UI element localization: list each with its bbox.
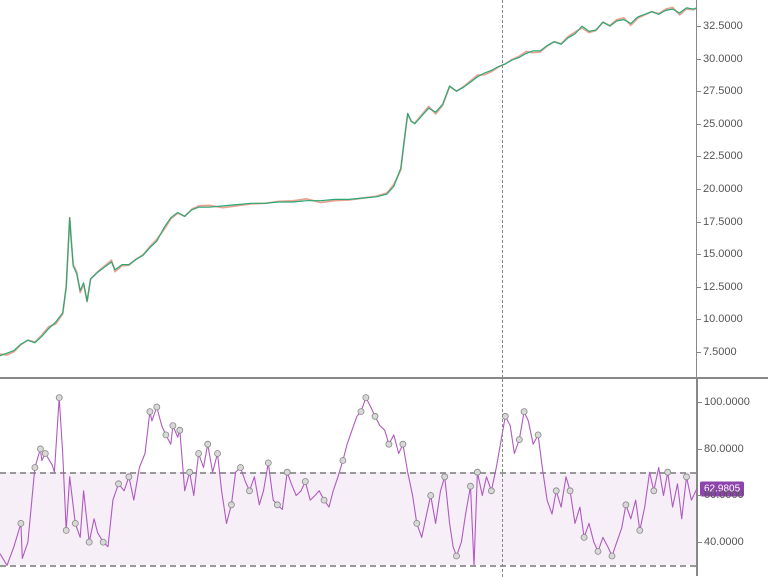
price-tick-label: 7.5000	[703, 346, 737, 358]
price-tick-label: 10.0000	[703, 313, 743, 325]
osc-tick-label: 80.0000	[704, 443, 744, 455]
price-tick-label: 25.0000	[703, 118, 743, 130]
osc-tick-mark	[697, 495, 702, 496]
osc-tick-label: 100.0000	[704, 396, 750, 408]
price-tick-mark	[696, 189, 701, 190]
price-tick-label: 30.0000	[703, 53, 743, 65]
price-tick-label: 20.0000	[703, 183, 743, 195]
price-tick-label: 32.5000	[703, 20, 743, 32]
trading-chart-container: 7.5000 10.0000 12.5000 15.0000 17.5000 20.000…	[0, 0, 768, 576]
osc-tick-mark	[697, 402, 702, 403]
oscillator-panel[interactable]	[0, 378, 697, 576]
osc-tick-label: 40.0000	[704, 536, 744, 548]
osc-tick-mark	[697, 449, 702, 450]
price-tick-mark	[696, 156, 701, 157]
price-tick-mark	[696, 222, 701, 223]
price-tick-mark	[696, 319, 701, 320]
crosshair-vertical-osc	[502, 379, 503, 577]
oscillator-y-axis: 62.9805 40.000060.000080.0000100.0000	[697, 378, 768, 576]
price-tick-mark	[696, 26, 701, 27]
price-tick-mark	[696, 352, 701, 353]
price-tick-mark	[696, 59, 701, 60]
price-tick-label: 17.5000	[703, 216, 743, 228]
osc-tick-mark	[697, 542, 702, 543]
price-tick-mark	[696, 91, 701, 92]
price-tick-label: 22.5000	[703, 150, 743, 162]
price-line-svg	[0, 0, 697, 378]
price-tick-label: 12.5000	[703, 281, 743, 293]
price-y-axis: 7.5000 10.0000 12.5000 15.0000 17.5000 20.000…	[697, 0, 768, 378]
price-tick-label: 27.5000	[703, 85, 743, 97]
price-tick-mark	[696, 124, 701, 125]
price-tick-label: 15.0000	[703, 248, 743, 260]
osc-tick-label: 60.0000	[704, 489, 744, 501]
oscillator-line-svg	[0, 379, 697, 577]
crosshair-vertical-price	[502, 0, 503, 378]
price-tick-mark	[696, 254, 701, 255]
price-tick-mark	[696, 287, 701, 288]
price-chart-panel[interactable]	[0, 0, 697, 378]
